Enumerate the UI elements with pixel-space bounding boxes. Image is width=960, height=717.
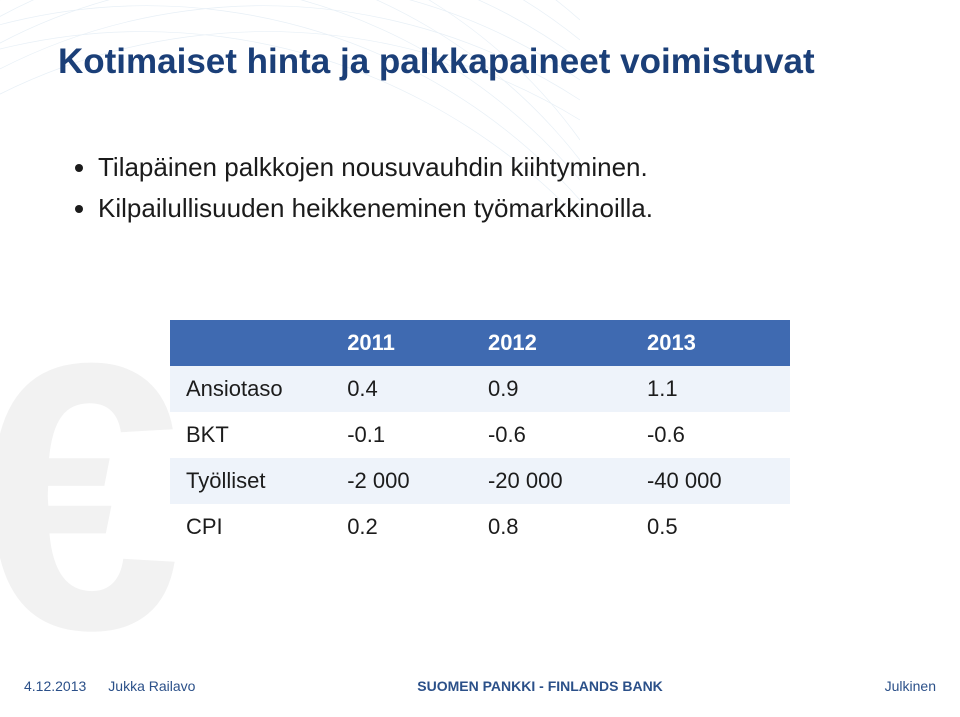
table-header-cell: 2013 [631, 320, 790, 366]
table-header-cell: 2011 [331, 320, 472, 366]
table-cell: 0.2 [331, 504, 472, 550]
footer-right: Julkinen [885, 678, 936, 694]
table-header-row: 2011 2012 2013 [170, 320, 790, 366]
slide: € Kotimaiset hinta ja palkkapaineet voim… [0, 0, 960, 717]
data-table: 2011 2012 2013 Ansiotaso 0.4 0.9 1.1 BKT… [170, 320, 790, 550]
table-row-label: Ansiotaso [170, 366, 331, 412]
euro-watermark: € [0, 307, 181, 687]
table-row: CPI 0.2 0.8 0.5 [170, 504, 790, 550]
table-row-label: CPI [170, 504, 331, 550]
table-cell: -40 000 [631, 458, 790, 504]
table-cell: 0.8 [472, 504, 631, 550]
footer-center: SUOMEN PANKKI - FINLANDS BANK [417, 678, 663, 694]
table-cell: -0.6 [472, 412, 631, 458]
table-row-label: BKT [170, 412, 331, 458]
table-header-cell: 2012 [472, 320, 631, 366]
table-cell: -2 000 [331, 458, 472, 504]
bullet-list: Tilapäinen palkkojen nousuvauhdin kiihty… [72, 150, 888, 232]
table-cell: -0.1 [331, 412, 472, 458]
table-cell: 0.4 [331, 366, 472, 412]
table-cell: 1.1 [631, 366, 790, 412]
bullet-item: Tilapäinen palkkojen nousuvauhdin kiihty… [98, 150, 888, 185]
slide-footer: 4.12.2013 Jukka Railavo SUOMEN PANKKI - … [0, 675, 960, 697]
table-cell: -20 000 [472, 458, 631, 504]
table-row: Ansiotaso 0.4 0.9 1.1 [170, 366, 790, 412]
table-cell: -0.6 [631, 412, 790, 458]
footer-left: 4.12.2013 Jukka Railavo [24, 678, 195, 694]
slide-title: Kotimaiset hinta ja palkkapaineet voimis… [58, 42, 902, 82]
bullet-item: Kilpailullisuuden heikkeneminen työmarkk… [98, 191, 888, 226]
footer-author: Jukka Railavo [108, 678, 195, 694]
table-row: Työlliset -2 000 -20 000 -40 000 [170, 458, 790, 504]
table-cell: 0.5 [631, 504, 790, 550]
table-cell: 0.9 [472, 366, 631, 412]
table-row: BKT -0.1 -0.6 -0.6 [170, 412, 790, 458]
table-header-cell [170, 320, 331, 366]
table-row-label: Työlliset [170, 458, 331, 504]
footer-date: 4.12.2013 [24, 678, 86, 694]
